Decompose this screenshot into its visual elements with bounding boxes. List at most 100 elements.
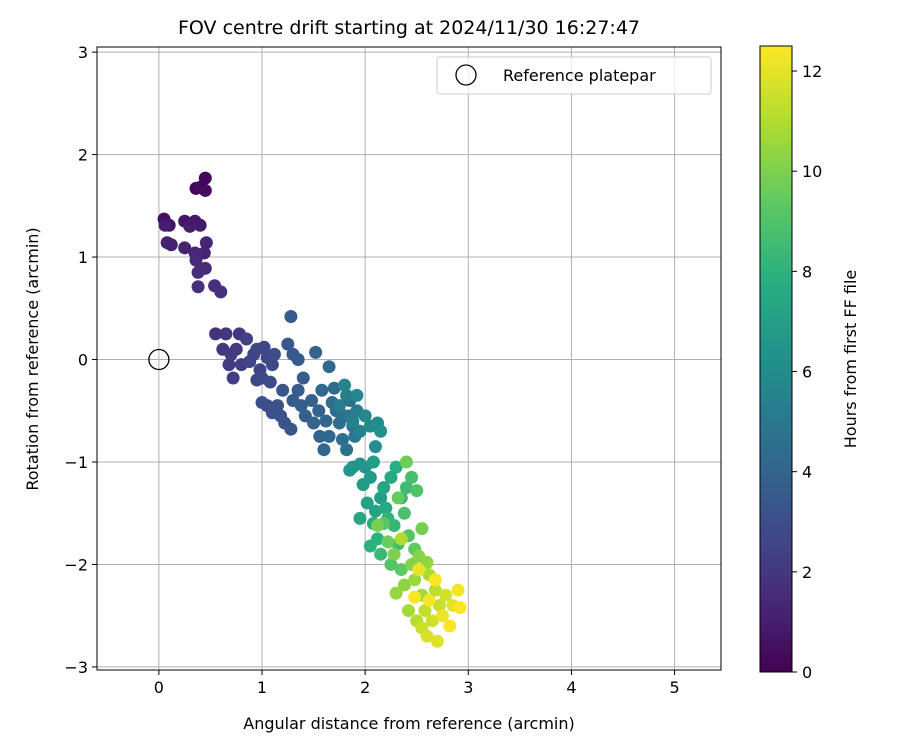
data-point bbox=[222, 358, 236, 372]
data-point bbox=[374, 547, 388, 561]
data-point bbox=[350, 388, 364, 402]
colorbar-tick-label: 8 bbox=[802, 262, 812, 281]
colorbar-gradient bbox=[760, 46, 792, 672]
data-point bbox=[322, 360, 336, 374]
data-point bbox=[408, 590, 422, 604]
data-point bbox=[379, 501, 393, 515]
data-point bbox=[198, 183, 212, 197]
colorbar-tick-label: 10 bbox=[802, 162, 822, 181]
data-point bbox=[335, 432, 349, 446]
data-point bbox=[368, 440, 382, 454]
data-point bbox=[436, 609, 450, 623]
data-point bbox=[327, 381, 341, 395]
data-point bbox=[394, 563, 408, 577]
colorbar-label: Hours from first FF file bbox=[841, 270, 860, 449]
x-tick-label: 4 bbox=[566, 678, 576, 697]
data-point bbox=[397, 578, 411, 592]
data-point bbox=[265, 358, 279, 372]
y-tick-label: 3 bbox=[78, 43, 88, 62]
data-point bbox=[439, 588, 453, 602]
data-point bbox=[214, 285, 228, 299]
scatter-points bbox=[157, 171, 467, 648]
data-point bbox=[389, 460, 403, 474]
data-point bbox=[430, 634, 444, 648]
data-point bbox=[240, 332, 254, 346]
data-point bbox=[229, 342, 243, 356]
y-tick-label: 1 bbox=[78, 248, 88, 267]
data-point bbox=[399, 481, 413, 495]
data-point bbox=[199, 236, 213, 250]
data-point bbox=[296, 371, 310, 385]
data-point bbox=[319, 414, 333, 428]
chart-title: FOV centre drift starting at 2024/11/30 … bbox=[178, 17, 640, 39]
data-point bbox=[219, 327, 233, 341]
data-point bbox=[432, 598, 446, 612]
data-point bbox=[291, 383, 305, 397]
data-point bbox=[397, 506, 411, 520]
data-point bbox=[338, 378, 352, 392]
data-point bbox=[284, 309, 298, 323]
y-tick-label: −2 bbox=[64, 555, 88, 574]
data-point bbox=[263, 375, 277, 389]
data-point bbox=[387, 519, 401, 533]
data-point bbox=[243, 355, 257, 369]
reference-marker-layer bbox=[148, 348, 170, 371]
colorbar-tick-label: 12 bbox=[802, 62, 822, 81]
grid bbox=[97, 47, 721, 670]
plot-frame bbox=[96, 46, 722, 671]
data-point bbox=[315, 383, 329, 397]
data-point bbox=[420, 629, 434, 643]
data-point bbox=[305, 394, 319, 408]
colorbar-tick-label: 4 bbox=[802, 463, 812, 482]
x-tick-label: 0 bbox=[154, 678, 164, 697]
x-tick-label: 1 bbox=[257, 678, 267, 697]
data-point bbox=[340, 443, 354, 457]
data-point bbox=[428, 573, 442, 587]
data-point bbox=[281, 337, 295, 351]
y-tick-label: −1 bbox=[64, 453, 88, 472]
data-point bbox=[410, 484, 424, 498]
data-point bbox=[160, 236, 174, 250]
data-point bbox=[394, 532, 408, 546]
data-point bbox=[368, 504, 382, 518]
colorbar-tick-label: 2 bbox=[802, 563, 812, 582]
data-point bbox=[284, 422, 298, 436]
data-point bbox=[401, 604, 415, 618]
data-point bbox=[428, 583, 442, 597]
data-point bbox=[183, 219, 197, 233]
data-point bbox=[313, 429, 327, 443]
data-point bbox=[363, 539, 377, 553]
legend: Reference platepar bbox=[436, 56, 712, 95]
legend-box bbox=[436, 56, 712, 95]
data-point bbox=[189, 253, 203, 267]
data-point bbox=[193, 218, 207, 232]
data-point bbox=[312, 404, 326, 418]
y-tick-label: −3 bbox=[64, 658, 88, 677]
data-point bbox=[422, 593, 436, 607]
colorbar-tick-label: 6 bbox=[802, 363, 812, 382]
data-point bbox=[346, 414, 360, 428]
data-point bbox=[340, 388, 354, 402]
data-point bbox=[408, 573, 422, 587]
data-point bbox=[294, 399, 308, 413]
reference-platepar-marker bbox=[148, 348, 170, 371]
data-point bbox=[443, 619, 457, 633]
data-point bbox=[267, 347, 281, 361]
data-point bbox=[374, 491, 388, 505]
data-point bbox=[317, 443, 331, 457]
data-point bbox=[178, 241, 192, 255]
data-point bbox=[226, 371, 240, 385]
data-point bbox=[405, 470, 419, 484]
data-point bbox=[360, 496, 374, 510]
data-point bbox=[358, 409, 372, 423]
data-point bbox=[307, 416, 321, 430]
x-axis-ticks: 0 1 2 3 4 5 bbox=[154, 670, 680, 697]
data-point bbox=[425, 614, 439, 628]
data-point bbox=[191, 265, 205, 279]
data-point bbox=[309, 345, 323, 359]
data-point bbox=[389, 586, 403, 600]
colorbar-ticks: 0 2 4 6 8 10 12 bbox=[792, 62, 822, 682]
data-point bbox=[374, 424, 388, 438]
data-point bbox=[257, 340, 271, 354]
data-point bbox=[384, 557, 398, 571]
